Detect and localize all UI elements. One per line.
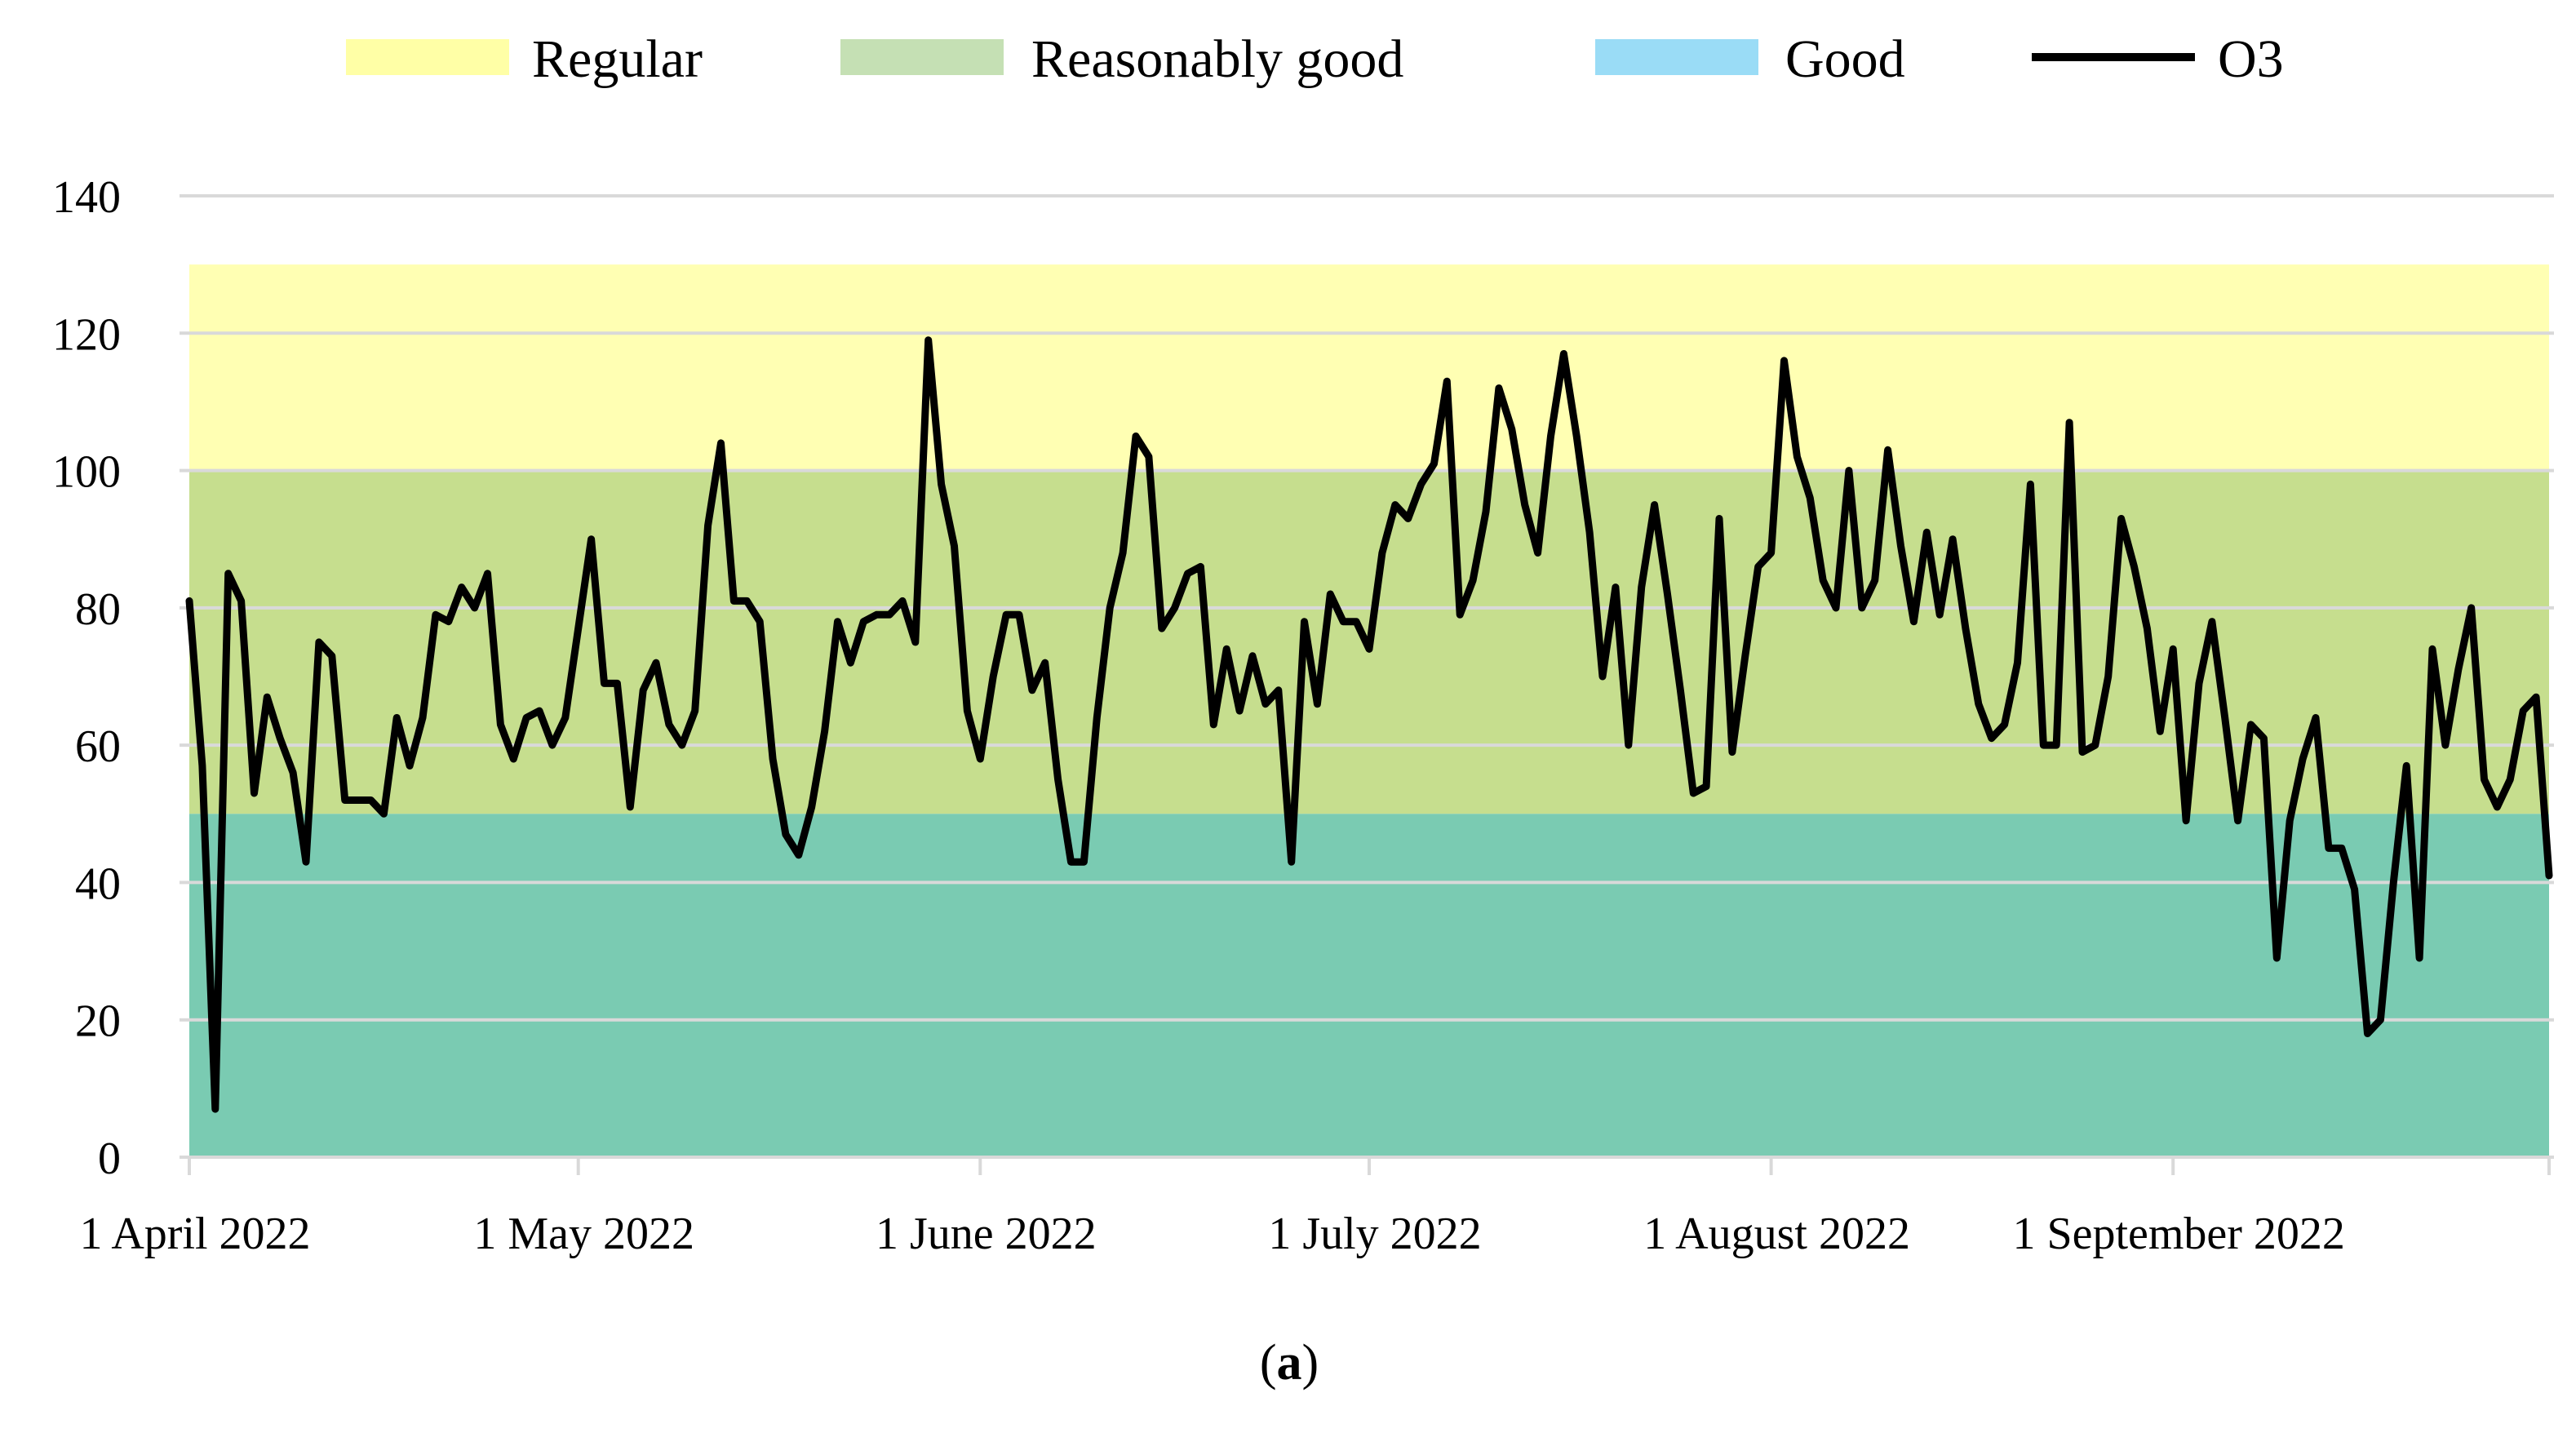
band-good (189, 814, 2549, 1157)
y-tick-label-100: 100 (52, 447, 121, 498)
legend-label: Reasonably good (1031, 29, 1403, 89)
x-tick-label: 1 April 2022 (79, 1209, 310, 1259)
x-tick-label: 1 May 2022 (473, 1209, 694, 1259)
x-tick-labels: 1 April 2022 1 May 2022 1 June 2022 1 July … (79, 1209, 2344, 1259)
caption-paren-close: ) (1302, 1335, 1319, 1391)
legend-item-reasonably-good: Reasonably good (840, 29, 1403, 89)
x-tick-label: 1 August 2022 (1643, 1209, 1910, 1259)
series-layer (185, 336, 2553, 1113)
caption: (a) (1260, 1335, 1319, 1391)
caption-paren-open: ( (1260, 1335, 1277, 1391)
x-tick-label: 1 July 2022 (1268, 1209, 1481, 1259)
y-tick-label-120: 120 (52, 309, 121, 360)
y-tick-labels: 0 20 40 60 80 100 120 140 (52, 172, 121, 1184)
y-tick-label-40: 40 (75, 858, 121, 909)
legend-label: Good (1785, 29, 1905, 89)
y-tick-label-60: 60 (75, 721, 121, 772)
legend-item-regular: Regular (346, 29, 703, 89)
legend-swatch (840, 39, 1004, 75)
legend: Regular Reasonably good Good O3 (346, 29, 2284, 89)
y-tick-label-0: 0 (98, 1134, 121, 1184)
legend-item-o3: O3 (2032, 29, 2284, 89)
y-tick-label-20: 20 (75, 996, 121, 1047)
x-tick-label: 1 June 2022 (876, 1209, 1097, 1259)
x-tick-label: 1 September 2022 (2012, 1209, 2344, 1259)
legend-label: Regular (532, 29, 703, 89)
legend-item-good: Good (1595, 29, 1905, 89)
series-line-o3 (185, 336, 2553, 1113)
y-tick-label-80: 80 (75, 584, 121, 635)
legend-swatch (1595, 39, 1758, 75)
y-tick-label-140: 140 (52, 172, 121, 223)
x-axis (180, 1156, 2554, 1175)
legend-label: O3 (2218, 29, 2284, 89)
band-regular (189, 264, 2549, 471)
legend-swatch (346, 39, 509, 75)
caption-letter: a (1277, 1335, 1302, 1391)
gridlines (180, 194, 2554, 1022)
